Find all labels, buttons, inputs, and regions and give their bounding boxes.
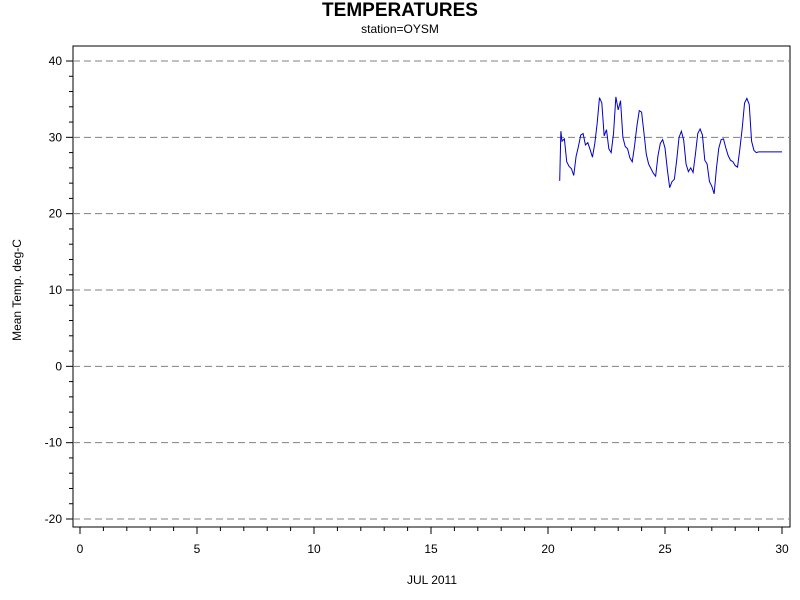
chart-title: TEMPERATURES bbox=[322, 0, 478, 21]
x-tick-label: 5 bbox=[194, 542, 201, 556]
x-tick-label: 0 bbox=[77, 542, 84, 556]
y-tick-label: -10 bbox=[45, 436, 63, 450]
y-axis-label: Mean Temp. deg-C bbox=[10, 239, 24, 341]
x-tick-label: 20 bbox=[541, 542, 555, 556]
y-tick-label: 20 bbox=[49, 207, 63, 221]
y-tick-label: 0 bbox=[55, 359, 62, 373]
y-tick-label: 10 bbox=[49, 283, 63, 297]
series-line bbox=[559, 96, 782, 194]
x-tick-label: 25 bbox=[658, 542, 672, 556]
grid-lines bbox=[73, 60, 790, 520]
x-tick-label: 15 bbox=[424, 542, 438, 556]
y-axis: -20 -10 0 10 20 30 40 bbox=[45, 54, 73, 526]
plot-frame bbox=[72, 45, 791, 528]
y-tick-label: -20 bbox=[45, 512, 63, 526]
y-tick-label: 40 bbox=[49, 54, 63, 68]
x-axis-label: JUL 2011 bbox=[407, 573, 457, 587]
y-tick-label: 30 bbox=[49, 130, 63, 144]
x-axis: 0 5 10 15 20 25 30 bbox=[77, 527, 789, 556]
x-tick-label: 30 bbox=[775, 542, 789, 556]
chart-subtitle: station=OYSM bbox=[361, 22, 439, 36]
x-tick-label: 10 bbox=[307, 542, 321, 556]
